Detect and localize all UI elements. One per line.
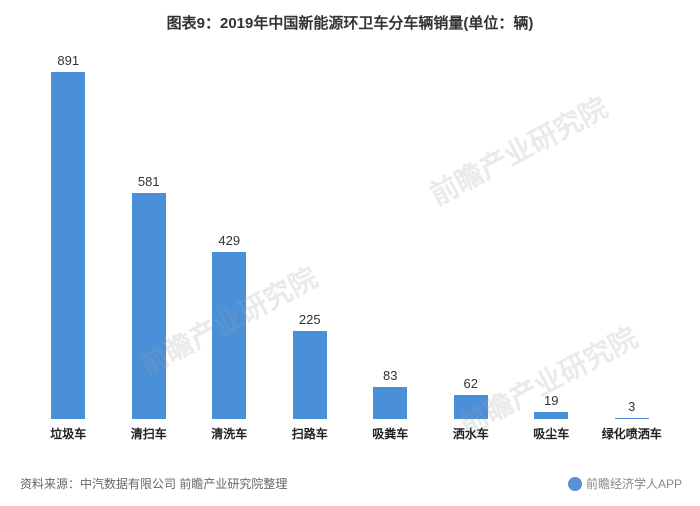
x-axis-label: 绿化喷洒车 <box>592 419 673 449</box>
bar-column: 581 <box>109 174 190 419</box>
bar-rect <box>534 412 568 419</box>
bar-column: 225 <box>270 312 351 419</box>
attribution-text: 前瞻经济学人APP <box>586 475 682 492</box>
x-axis-label: 扫路车 <box>270 419 351 449</box>
bar-value-label: 83 <box>383 368 397 383</box>
bar-column: 891 <box>28 53 109 419</box>
x-axis-label: 垃圾车 <box>28 419 109 449</box>
bar-rect <box>212 252 246 419</box>
bar-rect <box>454 395 488 419</box>
chart-area: 891 581 429 225 83 62 19 3 垃圾车清扫车清洗车扫路车吸粪车洒水车吸尘… <box>28 49 672 449</box>
bar-rect <box>373 387 407 419</box>
bars-container: 891 581 429 225 83 62 19 3 <box>28 49 672 419</box>
attribution-logo-icon <box>568 477 582 491</box>
x-axis-label: 吸粪车 <box>350 419 431 449</box>
attribution: 前瞻经济学人APP <box>568 475 682 492</box>
bar-value-label: 62 <box>464 376 478 391</box>
bar-rect <box>51 72 85 419</box>
x-axis-labels: 垃圾车清扫车清洗车扫路车吸粪车洒水车吸尘车绿化喷洒车 <box>28 419 672 449</box>
source-footer: 资料来源：中汽数据有限公司 前瞻产业研究院整理 <box>20 475 287 492</box>
bar-column: 83 <box>350 368 431 419</box>
bar-value-label: 3 <box>628 399 635 414</box>
x-axis-label: 清扫车 <box>109 419 190 449</box>
bar-column: 3 <box>592 399 673 419</box>
bar-value-label: 891 <box>57 53 79 68</box>
x-axis-label: 吸尘车 <box>511 419 592 449</box>
x-axis-label: 清洗车 <box>189 419 270 449</box>
bar-value-label: 225 <box>299 312 321 327</box>
bar-column: 62 <box>431 376 512 419</box>
bar-rect <box>293 331 327 419</box>
x-axis-label: 洒水车 <box>431 419 512 449</box>
bar-value-label: 429 <box>218 233 240 248</box>
bar-value-label: 581 <box>138 174 160 189</box>
bar-value-label: 19 <box>544 393 558 408</box>
bar-rect <box>132 193 166 419</box>
bar-column: 429 <box>189 233 270 419</box>
bar-column: 19 <box>511 393 592 419</box>
chart-title: 图表9：2019年中国新能源环卫车分车辆销量(单位：辆) <box>0 0 700 39</box>
